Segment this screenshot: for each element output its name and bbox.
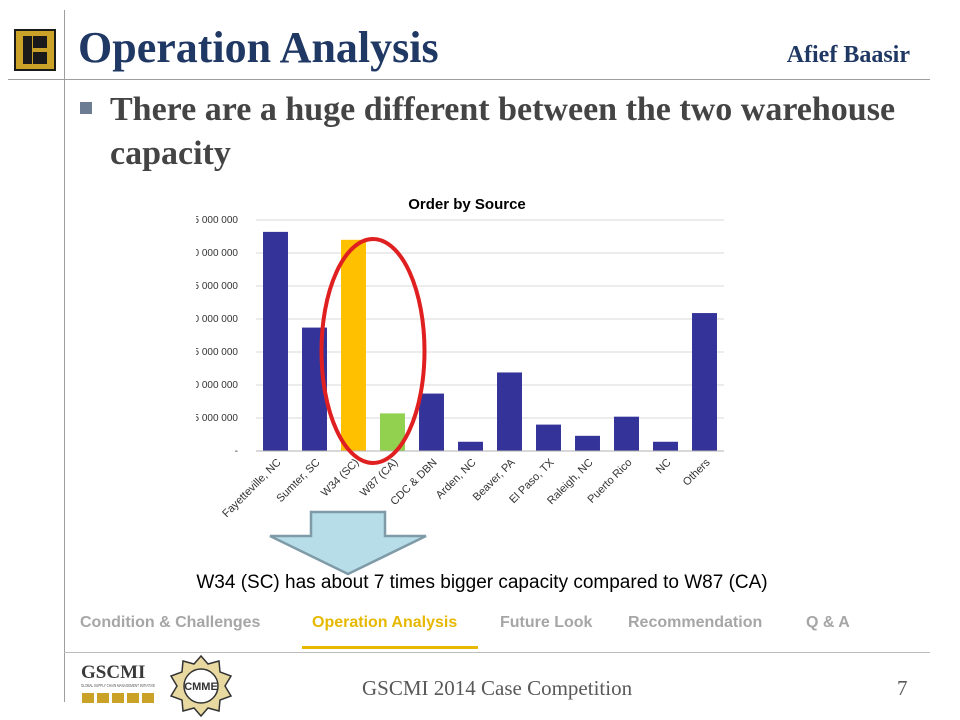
nav-recommendation[interactable]: Recommendation	[628, 614, 763, 631]
page-number: 7	[897, 676, 908, 700]
bar	[575, 435, 600, 451]
bar	[263, 231, 288, 451]
bar	[419, 393, 444, 451]
bar	[341, 239, 366, 451]
x-tick-label: NC	[654, 457, 674, 477]
bullet-square-icon	[80, 102, 92, 114]
slide-title: Operation Analysis	[78, 23, 439, 72]
cmme-logo: CMME	[169, 654, 233, 718]
footer-rule	[64, 652, 930, 653]
x-tick-label: Others	[681, 456, 713, 488]
y-axis-labels: - 5 000 000 10 000 000 15 000 000 20 000 000…	[196, 215, 238, 457]
company-logo	[14, 29, 56, 71]
y-tick-label: 20 000 000	[196, 314, 238, 325]
header-rule	[8, 79, 930, 80]
y-tick-label: 35 000 000	[196, 215, 238, 226]
gscmi-logo-subtitle: GLOBAL SUPPLY CHAIN MANAGEMENT INITIATIV…	[81, 683, 155, 688]
chart-grid	[256, 219, 724, 419]
y-tick-label: 15 000 000	[196, 347, 238, 358]
footer-text: GSCMI 2014 Case Competition	[362, 676, 633, 700]
active-nav-underline	[302, 646, 478, 649]
bar	[614, 416, 639, 451]
bar	[497, 372, 522, 451]
highlight-ellipse	[319, 237, 427, 465]
bar	[692, 313, 717, 451]
y-tick-label: 10 000 000	[196, 380, 238, 391]
down-arrow-icon	[269, 510, 427, 576]
nav-operation-analysis[interactable]: Operation Analysis	[312, 614, 458, 631]
nav-q-and-a[interactable]: Q & A	[806, 614, 850, 631]
x-tick-label: W34 (SC)	[319, 457, 362, 500]
gscmi-logo: GSCMI GLOBAL SUPPLY CHAIN MANAGEMENT INI…	[81, 662, 155, 703]
gscmi-logo-name: GSCMI	[81, 662, 145, 683]
nav-condition-challenges[interactable]: Condition & Challenges	[80, 614, 261, 631]
y-tick-label: 5 000 000	[196, 413, 238, 424]
author-name: Afief Baasir	[786, 42, 910, 68]
y-tick-label: 30 000 000	[196, 248, 238, 259]
bullet-text: There are a huge different between the t…	[110, 91, 896, 172]
y-tick-label: -	[235, 446, 238, 457]
cmme-logo-name: CMME	[184, 681, 218, 693]
y-tick-label: 25 000 000	[196, 281, 238, 292]
order-by-source-chart: Order by Source - 5 000 000 10 000 000 15 0…	[196, 196, 724, 520]
bar	[458, 441, 483, 451]
bar	[536, 424, 561, 451]
chart-title: Order by Source	[408, 196, 526, 213]
vertical-rule	[64, 10, 65, 702]
chart-caption: W34 (SC) has about 7 times bigger capaci…	[196, 572, 768, 593]
nav-future-look[interactable]: Future Look	[500, 614, 593, 631]
bar	[653, 441, 678, 451]
